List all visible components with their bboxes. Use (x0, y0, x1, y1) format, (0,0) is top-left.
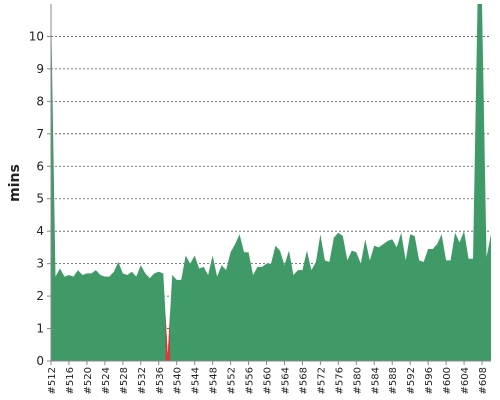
x-tick-label: #524 (101, 367, 112, 394)
y-tick-labels: 0 1 2 3 4 5 6 7 8 9 10 (29, 29, 44, 368)
y-tick-label: 4 (36, 224, 44, 238)
y-tick-label: 1 (36, 322, 44, 336)
y-tick-label: 3 (36, 257, 44, 271)
y-tick-label: 5 (36, 192, 44, 206)
x-tick-label: #532 (137, 367, 148, 394)
y-tick-label: 0 (36, 354, 44, 368)
x-tick-label: #516 (65, 367, 76, 394)
x-tick-labels: #512 #516 #520 #524 #528 #532 #536 #540 #544 #548… (47, 367, 489, 394)
x-tick-label: #536 (155, 367, 166, 394)
x-tick-label: #560 (263, 367, 274, 394)
x-tick-label: #576 (334, 367, 345, 394)
y-tick-label: 9 (36, 62, 44, 76)
x-tick-label: #580 (352, 367, 363, 394)
y-tick-label: 6 (36, 159, 44, 173)
area-normal (51, 4, 491, 361)
x-tick-label: #572 (316, 367, 327, 394)
x-tick-label: #556 (245, 367, 256, 394)
x-tick-label: #520 (83, 367, 94, 394)
x-tick-label: #544 (191, 367, 202, 394)
y-axis-title: mins (7, 164, 23, 202)
x-tick-label: #564 (280, 367, 291, 394)
x-tick-label: #568 (298, 367, 309, 394)
y-tick-label: 2 (36, 289, 44, 303)
x-tick-label: #596 (424, 367, 435, 394)
x-tick-label: #604 (460, 367, 471, 394)
x-tick-label: #584 (370, 367, 381, 394)
x-tick-label: #528 (119, 367, 130, 394)
x-tick-label: #540 (173, 367, 184, 394)
x-tick-label: #608 (478, 367, 489, 394)
area-failed-build (165, 313, 170, 361)
x-tick-label: #548 (209, 367, 220, 394)
y-tick-label: 8 (36, 94, 44, 108)
x-tick-label: #588 (388, 367, 399, 394)
axes (47, 4, 491, 365)
y-tick-label: 10 (29, 29, 44, 43)
y-tick-label: 7 (36, 127, 44, 141)
area-series (51, 4, 491, 361)
x-tick-label: #512 (47, 367, 58, 394)
x-tick-label: #600 (442, 367, 453, 394)
x-tick-label: #552 (227, 367, 238, 394)
x-tick-label: #592 (406, 367, 417, 394)
